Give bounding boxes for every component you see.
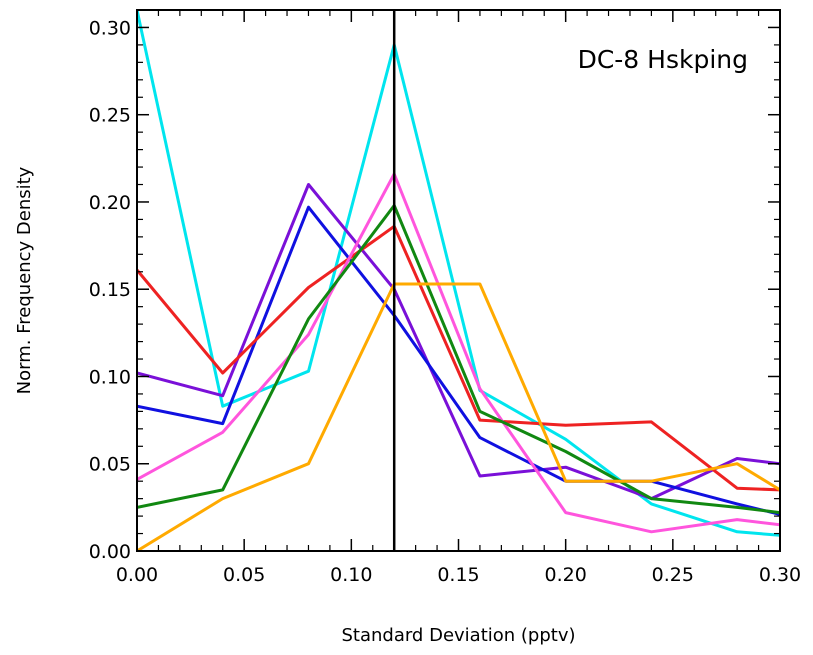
x-tick-label: 0.10 [330,564,372,586]
x-tick-label: 0.15 [437,564,479,586]
y-tick-labels: 0.00 0.05 0.10 0.15 0.20 0.25 0.30 [89,17,131,563]
y-tick-label: 0.10 [89,366,131,388]
y-tick-label: 0.30 [89,17,131,39]
series-line-6 [137,204,780,515]
chart-title: DC-8 Hskping [578,45,748,74]
y-tick-label: 0.20 [89,192,131,214]
series-line-5 [137,172,780,534]
x-axis-label: Standard Deviation (pptv) [341,625,575,646]
series-line-7 [137,282,780,551]
series-layer [137,10,780,551]
x-tick-label: 0.00 [116,564,158,586]
x-tick-label: 0.30 [759,564,801,586]
x-tick-labels: 0.00 0.05 0.10 0.15 0.20 0.25 0.30 [116,564,801,586]
series-line-2 [137,183,780,501]
x-tick-label: 0.05 [223,564,265,586]
y-axis-label: Norm. Frequency Density [14,166,35,394]
y-tick-label: 0.25 [89,105,131,127]
ticks-layer [136,10,781,552]
series-line-1 [137,10,780,537]
x-tick-label: 0.20 [545,564,587,586]
y-tick-label: 0.15 [89,279,131,301]
y-tick-label: 0.00 [89,541,131,563]
series-line-3 [137,205,780,516]
x-tick-label: 0.25 [652,564,694,586]
series-line-4 [137,224,780,492]
y-tick-label: 0.05 [89,454,131,476]
